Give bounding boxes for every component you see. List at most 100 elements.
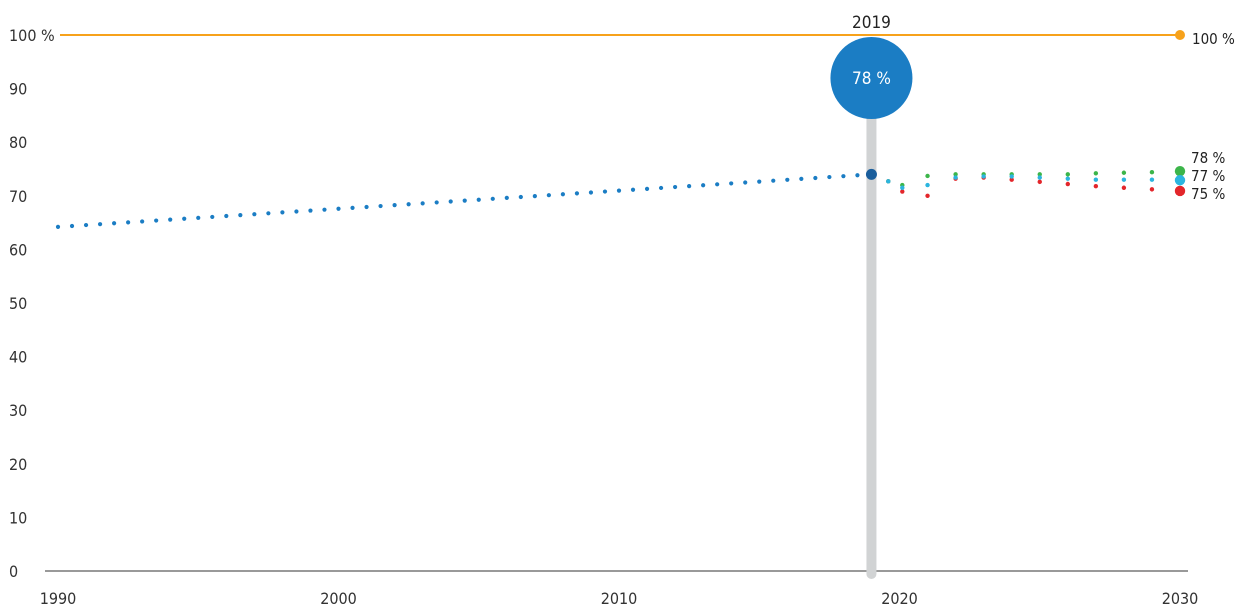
historic-point	[490, 196, 495, 201]
projection-point	[1149, 170, 1155, 175]
target-end-label: 100 %	[1192, 30, 1235, 48]
projection-point	[1037, 172, 1042, 177]
historic-point	[448, 199, 453, 204]
historic-point	[434, 200, 439, 205]
historic-point	[294, 209, 299, 214]
historic-point	[855, 173, 860, 178]
x-tick-label: 2010	[601, 589, 638, 608]
historic-point	[476, 197, 481, 202]
projection-point	[1093, 183, 1099, 189]
historic-point	[701, 183, 706, 188]
historic-point	[827, 174, 832, 180]
historic-point	[687, 184, 692, 189]
projection-point	[1065, 176, 1071, 181]
projection-point	[1149, 187, 1155, 192]
historic-point	[336, 206, 341, 211]
projection-point	[1149, 177, 1155, 182]
y-tick-label: 100 %	[9, 26, 55, 45]
historic-point	[378, 203, 383, 209]
historic-point	[97, 222, 103, 227]
y-tick-label: 70	[9, 187, 27, 206]
projection-end-label-mid: 77 %	[1191, 167, 1225, 185]
historic-point	[392, 203, 397, 208]
x-tick-label: 2030	[1162, 589, 1199, 608]
projection-point	[1065, 181, 1071, 187]
historic-point	[280, 210, 285, 215]
y-tick-label: 30	[9, 401, 27, 420]
projection-end-dot	[1174, 175, 1186, 186]
historic-point	[406, 202, 411, 207]
projection-point	[1121, 177, 1127, 182]
historic-series	[55, 173, 860, 229]
projection-series-low	[886, 175, 1186, 198]
historic-point	[322, 207, 327, 212]
historic-point	[112, 221, 117, 226]
y-tick-label: 10	[9, 508, 27, 527]
projection-end-labels: 78 %77 %75 %	[1191, 149, 1225, 203]
y-tick-label: 20	[9, 455, 27, 474]
historic-point	[743, 180, 748, 185]
projection-point	[1093, 177, 1099, 182]
y-tick-label: 90	[9, 80, 27, 99]
historic-point	[224, 213, 229, 219]
historic-point	[658, 185, 664, 191]
projection-point	[900, 185, 905, 190]
historic-point	[841, 174, 846, 179]
historic-point	[602, 189, 608, 194]
historic-point	[630, 187, 636, 192]
projection-end-dot	[1174, 165, 1186, 177]
x-tick-label: 2020	[881, 589, 918, 608]
y-axis-ticks: 0 10 20 30 40 50 60 70 80 90 100 %	[9, 26, 55, 581]
historic-point	[560, 192, 566, 197]
historic-point	[350, 205, 355, 210]
projection-point	[925, 193, 930, 198]
historic-point	[757, 179, 762, 184]
y-tick-label: 80	[9, 133, 27, 152]
projection-end-label-low: 75 %	[1191, 185, 1225, 203]
historic-point	[462, 198, 467, 203]
projection-point	[925, 182, 930, 188]
historic-point	[308, 208, 313, 213]
y-tick-label: 50	[9, 294, 27, 313]
historic-point	[420, 201, 425, 206]
historic-point	[238, 213, 243, 218]
historic-point	[168, 217, 173, 222]
x-axis-ticks: 1990 2000 2010 2020 2030	[40, 589, 1199, 608]
projection-point	[1093, 171, 1099, 176]
target-end-dot	[1175, 30, 1185, 40]
historic-point	[616, 188, 622, 193]
projection-end-label-high: 78 %	[1191, 149, 1225, 167]
historic-point	[154, 218, 159, 223]
projection-point	[900, 189, 905, 194]
x-tick-label: 1990	[40, 589, 77, 608]
historic-point	[504, 195, 509, 201]
marker-point	[865, 168, 877, 180]
marker-bubble[interactable]	[830, 37, 913, 119]
projection-point	[1065, 172, 1071, 177]
projection-series-high	[886, 165, 1186, 188]
projection-end-dot	[1174, 185, 1186, 197]
historic-point	[588, 190, 594, 195]
projection-series	[886, 165, 1186, 198]
projection-point	[1121, 170, 1127, 175]
y-tick-label: 60	[9, 240, 27, 259]
projection-point	[1037, 175, 1042, 180]
y-tick-label: 40	[9, 348, 27, 367]
historic-point	[182, 216, 187, 221]
historic-point	[644, 186, 650, 191]
projection-point	[1121, 185, 1127, 190]
historic-point	[252, 212, 257, 217]
historic-point	[55, 224, 61, 229]
historic-point	[715, 182, 720, 187]
historic-point	[813, 175, 818, 181]
historic-point	[799, 176, 804, 181]
historic-point	[729, 181, 734, 186]
historic-point	[196, 215, 201, 220]
marker-bubble-label: 78 %	[852, 69, 891, 89]
historic-point	[126, 220, 131, 225]
projection-point	[1037, 179, 1042, 185]
projection-point	[1009, 177, 1014, 182]
x-tick-label: 2000	[320, 589, 357, 608]
historic-point	[771, 178, 776, 183]
